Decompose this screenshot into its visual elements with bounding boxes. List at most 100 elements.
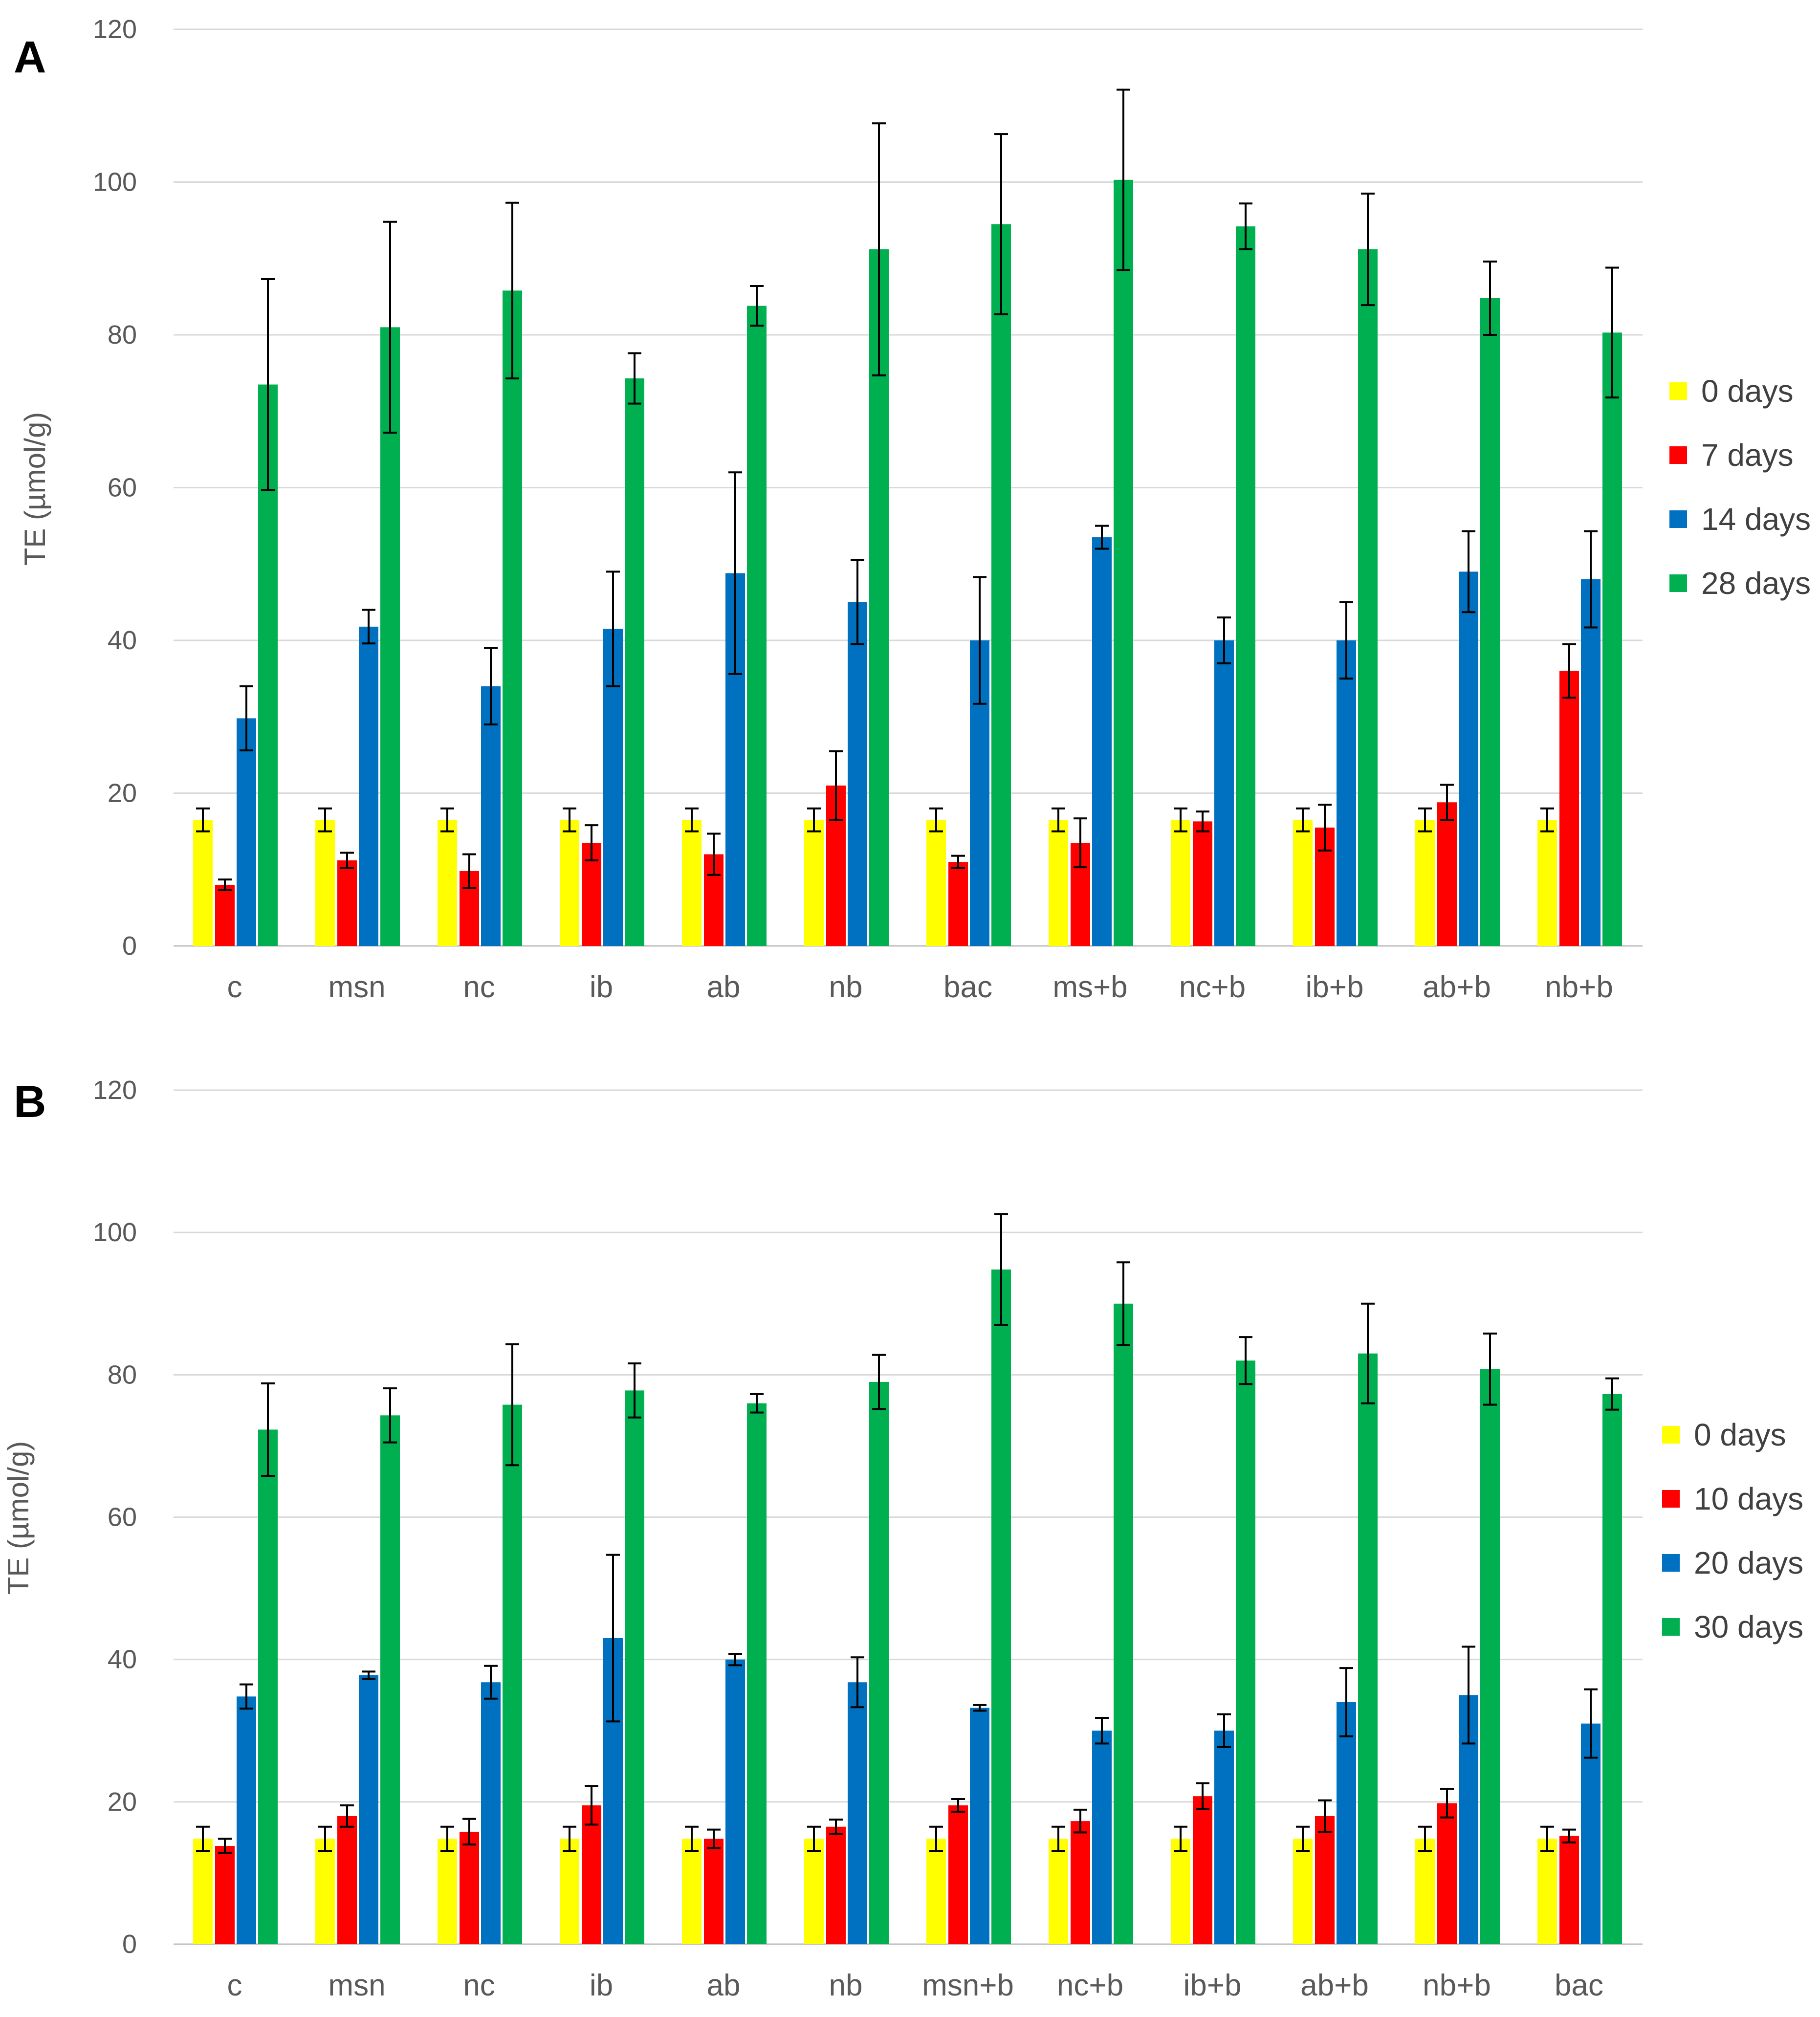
y-tick-label: 120 xyxy=(93,1075,137,1105)
x-tick-label: ib xyxy=(590,1969,613,2002)
error-bar xyxy=(1052,1825,1065,1852)
x-tick-label: msn xyxy=(328,1969,385,2002)
legend-label: 20 days xyxy=(1694,1545,1803,1580)
x-tick-label: c xyxy=(227,1969,242,2002)
bar-10-days-nc xyxy=(460,1831,479,1944)
bar-20-days-nc+b xyxy=(1092,1731,1112,1944)
x-tick-label: ab+b xyxy=(1423,970,1491,1004)
chart-panel-b: B TE (µmol/g) 0 20 40 60 80 100 120 c msn nc ib ab nb m… xyxy=(2,1075,1803,2002)
bar-30-days-ab xyxy=(747,1403,767,1944)
error-bar xyxy=(606,1554,620,1723)
error-bar xyxy=(1196,1782,1209,1810)
y-axis-label: TE (µmol/g) xyxy=(2,1441,35,1595)
error-bar xyxy=(1196,811,1209,833)
legend-label: 14 days xyxy=(1701,502,1811,537)
bar-30-days-nc+b xyxy=(1114,1303,1133,1944)
bar-14-days-ib+b xyxy=(1337,640,1356,946)
x-tick-label: nb+b xyxy=(1423,1969,1491,2002)
chart-panel-a: A TE (µmol/g) 0 20 40 60 80 100 120 c msn nc ib ab nb b… xyxy=(14,15,1811,1004)
error-bar xyxy=(628,352,641,405)
bar-20-days-c xyxy=(237,1696,256,1944)
bar-20-days-nc xyxy=(481,1682,501,1944)
x-tick-label: ab xyxy=(707,1969,741,2002)
error-bar xyxy=(1562,643,1576,699)
error-bar xyxy=(196,807,210,833)
x-tick-label: nb xyxy=(829,1969,863,2002)
legend-label: 30 days xyxy=(1694,1609,1803,1644)
error-bar xyxy=(563,1825,576,1852)
bar-0-days-ms+b xyxy=(1049,820,1068,946)
bar-7-days-bac xyxy=(948,862,968,946)
error-bar xyxy=(994,133,1008,315)
bar-0-days-ab xyxy=(682,820,702,946)
bar-10-days-ib xyxy=(582,1805,601,1944)
error-bar xyxy=(1540,807,1554,833)
error-bar xyxy=(1418,1825,1432,1852)
error-bar xyxy=(1296,1825,1310,1852)
bar-0-days-ab xyxy=(682,1839,702,1944)
error-bar xyxy=(1339,1667,1353,1737)
x-tick-label: bac xyxy=(1555,1969,1603,2002)
bar-7-days-c xyxy=(215,885,235,946)
bar-10-days-nb+b xyxy=(1437,1803,1457,1944)
bar-28-days-ab xyxy=(747,306,767,946)
error-bar xyxy=(1174,1825,1187,1852)
error-bar xyxy=(1095,525,1109,550)
bar-0-days-nc xyxy=(438,820,457,946)
bar-0-days-c xyxy=(193,1839,213,1944)
error-bar xyxy=(440,807,454,833)
bar-30-days-nb+b xyxy=(1480,1369,1500,1944)
error-bar xyxy=(1239,1336,1252,1385)
error-bar xyxy=(872,1354,886,1410)
bar-20-days-msn+b xyxy=(970,1708,989,1944)
legend-swatch xyxy=(1669,510,1687,528)
error-bar xyxy=(1462,1645,1475,1745)
legend-swatch xyxy=(1669,382,1687,400)
bar-7-days-ab+b xyxy=(1437,802,1457,946)
y-tick-label: 60 xyxy=(108,1503,137,1532)
y-tick-label: 100 xyxy=(93,1218,137,1247)
error-bar xyxy=(1540,1825,1554,1852)
bar-30-days-msn xyxy=(380,1415,400,1944)
bar-14-days-c xyxy=(237,718,256,946)
bar-10-days-nb xyxy=(826,1826,846,1944)
bar-10-days-ab+b xyxy=(1315,1816,1335,1944)
bar-28-days-ms+b xyxy=(1114,179,1133,946)
x-tick-label: ab xyxy=(707,970,741,1004)
bar-0-days-ab+b xyxy=(1415,820,1435,946)
error-bar xyxy=(1440,1788,1454,1819)
x-tick-label: nb+b xyxy=(1545,970,1613,1004)
bar-0-days-nc xyxy=(438,1839,457,1944)
bar-28-days-nc+b xyxy=(1236,226,1255,946)
x-tick-label: ib xyxy=(590,970,613,1004)
bar-0-days-bac xyxy=(1537,1839,1557,1944)
error-bar xyxy=(1095,1717,1109,1745)
bar-30-days-msn+b xyxy=(991,1269,1011,1944)
error-bar xyxy=(1483,261,1497,336)
error-bar xyxy=(1605,1377,1619,1411)
x-tick-label: ib+b xyxy=(1306,970,1364,1004)
bar-30-days-ib+b xyxy=(1236,1360,1255,1944)
error-bar xyxy=(1296,807,1310,833)
x-tick-label: c xyxy=(227,970,242,1004)
bar-7-days-nc+b xyxy=(1193,821,1212,946)
error-bar xyxy=(462,1818,476,1846)
legend-label: 0 days xyxy=(1701,373,1794,409)
bar-0-days-nb xyxy=(804,820,824,946)
bar-0-days-c xyxy=(193,820,213,946)
y-tick-label: 80 xyxy=(108,320,137,350)
bar-0-days-msn+b xyxy=(926,1839,946,1944)
error-bar xyxy=(851,559,864,645)
legend-label: 7 days xyxy=(1701,438,1794,473)
error-bar xyxy=(1318,1799,1332,1833)
y-tick-label: 40 xyxy=(108,1645,137,1674)
error-bar xyxy=(1239,202,1252,250)
x-tick-label: nc+b xyxy=(1179,970,1246,1004)
y-tick-label: 120 xyxy=(93,15,137,44)
bar-14-days-nb xyxy=(848,602,867,946)
bar-20-days-ib+b xyxy=(1214,1731,1234,1944)
error-bar xyxy=(585,824,598,861)
error-bar xyxy=(807,1825,821,1852)
error-bar xyxy=(1605,266,1619,399)
